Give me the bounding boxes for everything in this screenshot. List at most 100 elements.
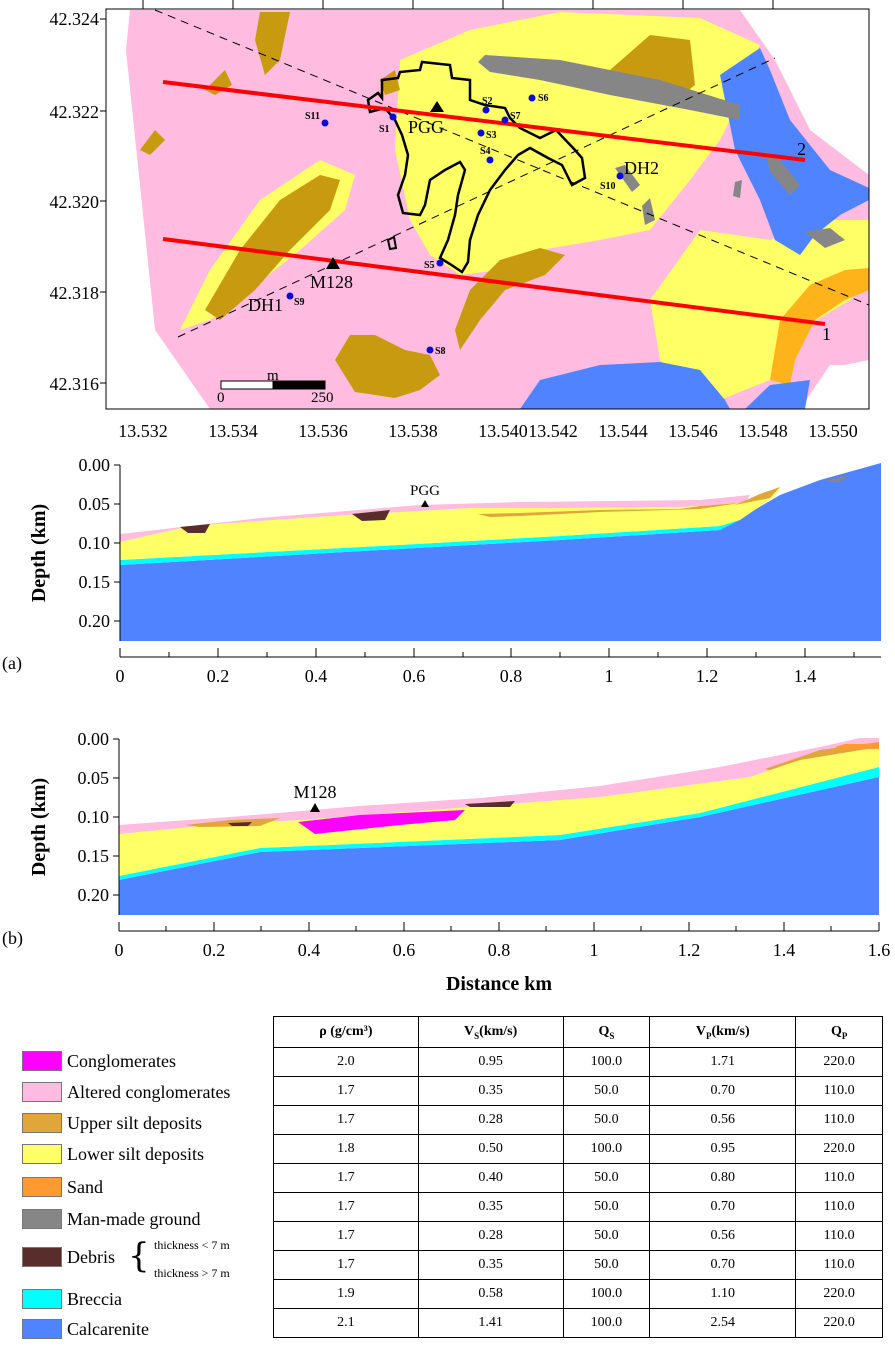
station-label: S2 (482, 96, 493, 107)
header-qs: QS (562, 1016, 651, 1048)
profile-number-1: 1 (822, 324, 831, 344)
conglomerates-lens (298, 810, 465, 834)
map-x-tick: 13.538 (388, 421, 438, 441)
section-a-y-tick: 0.20 (79, 611, 111, 631)
map-x-tick: 13.536 (298, 421, 348, 441)
lower-silt-layer (119, 747, 879, 876)
map-y-tick: 42.322 (50, 102, 100, 122)
section-b-x-tick: 0.4 (298, 940, 321, 960)
legend-swatch (22, 1177, 62, 1197)
map-x-tick: 13.532 (118, 421, 168, 441)
table-row: 1.7 0.28 50.0 0.56 110.0 (273, 1105, 883, 1135)
table-cell: 0.40 (417, 1163, 564, 1193)
section-a-x-tick: 0.2 (207, 666, 230, 686)
table-row: 1.9 0.58 100.0 1.10 220.0 (273, 1279, 883, 1309)
section-a-x-tick: 0.6 (403, 666, 426, 686)
station-label: S6 (538, 93, 549, 104)
legend-swatch (22, 1289, 62, 1309)
legend-item: Sand (22, 1176, 103, 1198)
legend-swatch (22, 1319, 62, 1339)
debris-thin-label: thickness < 7 m (154, 1238, 230, 1252)
header-qp: QP (795, 1016, 883, 1048)
section-a-x-tick: 1 (605, 666, 614, 686)
table-cell: 110.0 (795, 1192, 883, 1222)
legend-swatch (22, 1082, 62, 1102)
table-cell: 1.7 (273, 1076, 419, 1106)
station-label: S11 (305, 111, 320, 122)
map-y-tick: 42.320 (50, 192, 100, 212)
man-made-ground-area-5 (615, 165, 640, 192)
m128-triangle-marker (326, 257, 340, 269)
map-x-tick: 13.550 (808, 421, 858, 441)
upper-silt-layer (185, 818, 280, 827)
scale-unit: m (267, 368, 279, 384)
man-made-ground-area-6 (733, 180, 742, 198)
table-cell: 1.9 (273, 1279, 419, 1309)
table-cell: 50.0 (562, 1076, 651, 1106)
table-cell: 100.0 (562, 1308, 651, 1338)
table-cell: 100.0 (562, 1047, 651, 1077)
table-row: 1.7 0.35 50.0 0.70 110.0 (273, 1076, 883, 1106)
legend-item: Altered conglomerates (22, 1081, 230, 1103)
legend-item: Lower silt deposits (22, 1143, 204, 1165)
section-b-x-tick: 1 (590, 940, 599, 960)
upper-silt-area-8 (380, 70, 400, 95)
pgg-section-marker (421, 500, 429, 507)
calcarenite-area-2 (520, 362, 730, 409)
lower-silt-area-2 (650, 220, 869, 400)
map-x-tick: 13.546 (668, 421, 718, 441)
lower-silt-layer (120, 488, 780, 560)
debris-lens-1 (228, 822, 252, 826)
upper-silt-area-5 (255, 12, 290, 75)
legend-item: Calcarenite (22, 1318, 149, 1340)
table-cell: 0.28 (417, 1105, 564, 1135)
legend-label: Man-made ground (67, 1208, 201, 1229)
map-y-tick: 42.324 (50, 9, 100, 29)
section-a-x-tick: 0.8 (500, 666, 523, 686)
map-frame (105, 8, 870, 410)
section-b-y-tick: 0.15 (78, 846, 110, 866)
man-made-ground-lens (825, 475, 848, 482)
legend-swatch (22, 1113, 62, 1133)
legend-item: Man-made ground (22, 1208, 200, 1230)
table-cell: 220.0 (795, 1308, 883, 1338)
header-density: ρ (g/cm³) (273, 1016, 419, 1048)
station-label: S10 (600, 181, 616, 192)
table-cell: 2.1 (273, 1308, 419, 1338)
legend-label: Calcarenite (67, 1318, 149, 1339)
table-cell: 50.0 (562, 1250, 651, 1280)
section-a-y-tick: 0.00 (79, 455, 111, 475)
section-a-ylabel: Depth (km) (28, 504, 50, 602)
table-cell: 50.0 (562, 1221, 651, 1251)
section-a-x-tick: 0 (116, 666, 125, 686)
upper-silt-area-6 (140, 130, 165, 155)
table-cell: 220.0 (795, 1047, 883, 1077)
table-cell: 100.0 (562, 1279, 651, 1309)
debris-thick-label: thickness > 7 m (154, 1266, 230, 1280)
section-b-y-tick: 0.20 (78, 885, 110, 905)
legend-label: Conglomerates (67, 1050, 176, 1071)
table-cell: 0.35 (417, 1192, 564, 1222)
geological-map: 42.324 42.322 42.320 42.318 42.316 13.53… (50, 0, 870, 441)
legend-item: Conglomerates (22, 1050, 176, 1072)
section-a-y-tick: 0.05 (79, 494, 111, 514)
table-cell: 0.56 (649, 1105, 797, 1135)
section-b-y-tick: 0.05 (78, 768, 110, 788)
upper-silt-area-2 (455, 248, 565, 350)
calcarenite-area-3 (745, 380, 810, 409)
debris-lens-2 (352, 510, 390, 521)
table-header-row: ρ (g/cm³) VS(km/s) QS VP(km/s) QP (273, 1016, 883, 1048)
section-b-panel-label: (b) (2, 928, 23, 949)
section-a-x-tick: 1.2 (696, 666, 719, 686)
section-b-y-tick: 0.10 (78, 807, 110, 827)
cross-section-a: PGG 0.00 0.05 0.10 0.15 0.20 Depth (km) … (2, 455, 881, 686)
map-x-tick: 13.542 (528, 421, 578, 441)
section-b-x-tick: 1.2 (678, 940, 701, 960)
section-a-panel-label: (a) (2, 653, 22, 674)
map-x-tick: 13.548 (738, 421, 788, 441)
table-cell: 0.80 (649, 1163, 797, 1193)
calcarenite-layer (120, 463, 881, 641)
sand-layer (835, 744, 879, 749)
section-a-x-tick: 0.4 (305, 666, 328, 686)
table-cell: 50.0 (562, 1192, 651, 1222)
